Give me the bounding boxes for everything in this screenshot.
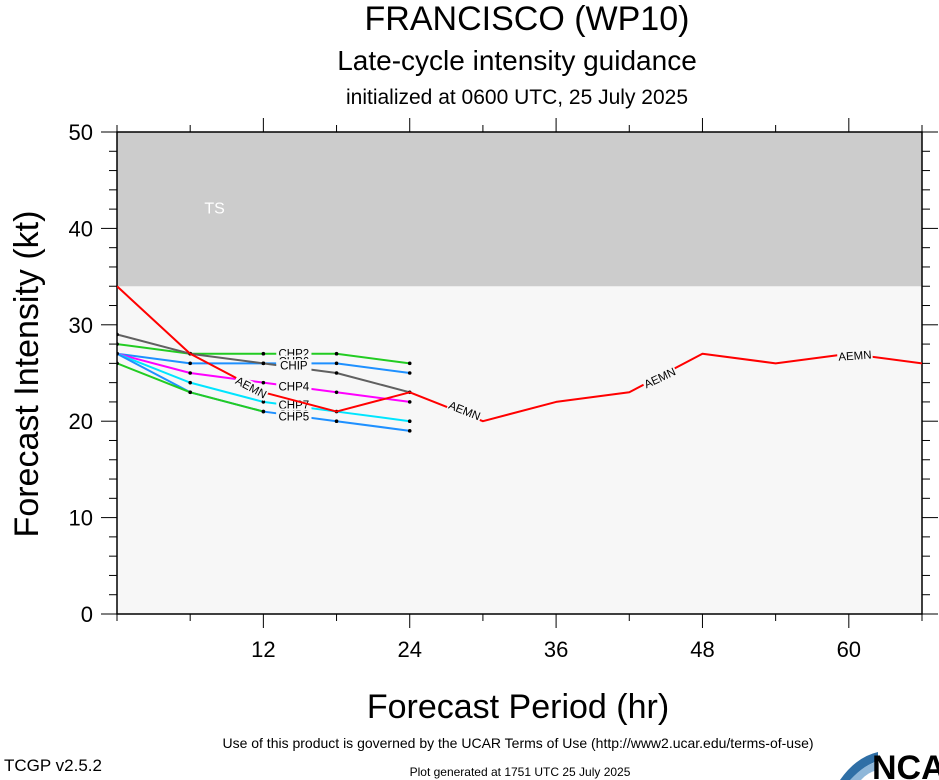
x-tick-label: 36	[544, 637, 568, 662]
data-point-chp4	[407, 400, 412, 404]
y-tick-label: 40	[69, 216, 93, 241]
ncar-logo-swoosh-icon	[850, 762, 878, 780]
data-point-chip	[334, 371, 339, 375]
series-label-bg	[276, 380, 312, 393]
data-point-chp2	[407, 361, 412, 366]
data-point-chp7	[407, 419, 412, 424]
series-label-chip: CHIP	[280, 360, 308, 372]
data-point-chp2	[261, 351, 266, 356]
series-label-bg	[232, 373, 270, 402]
y-tick-label: 50	[69, 120, 93, 145]
terms-of-use-text[interactable]: Use of this product is governed by the U…	[222, 735, 813, 751]
data-point-chp6	[407, 371, 412, 375]
series-label-chp5: CHP5	[279, 411, 310, 423]
plot-frame	[116, 131, 923, 615]
data-point-chp6	[188, 361, 192, 366]
x-tick-label: 48	[690, 637, 714, 662]
data-point-chp2	[117, 342, 119, 346]
data-point-chp4	[188, 371, 192, 375]
plot-generated-text: Plot generated at 1751 UTC 25 July 2025	[410, 765, 631, 779]
data-point-chp5	[261, 409, 266, 414]
band-label: TS	[204, 200, 224, 217]
x-tick-label: 60	[837, 637, 861, 662]
series-chip: CHIP	[117, 332, 412, 395]
data-point-chp3	[334, 419, 339, 424]
x-tick-label: 24	[397, 637, 421, 662]
chart-init-time: initialized at 0600 UTC, 25 July 2025	[346, 86, 688, 109]
series-label-bg	[446, 398, 484, 423]
data-point-chp5	[188, 390, 192, 395]
intensity-band-ts	[117, 132, 922, 287]
y-axis-label: Forecast Intensity (kt)	[8, 211, 46, 538]
series-label-bg	[836, 348, 873, 363]
series-label-bg	[276, 359, 312, 372]
chart-subtitle: Late-cycle intensity guidance	[337, 45, 697, 76]
data-point-chp7	[261, 400, 266, 404]
plot-area: TS010203040501224364860CHP2CHP6CHIPCHP4C…	[69, 118, 938, 662]
x-axis-label: Forecast Period (hr)	[367, 688, 669, 726]
data-point-chp3	[407, 429, 412, 433]
data-point-chip	[117, 332, 119, 337]
series-label-chp4: CHP4	[279, 381, 310, 393]
data-point-chip	[261, 361, 266, 366]
ncar-logo: NCAR	[840, 749, 939, 780]
data-point-chp2	[334, 351, 339, 356]
data-point-chp5	[117, 361, 119, 366]
data-point-chp3	[117, 351, 119, 356]
series-chp5: CHP5	[117, 361, 312, 423]
data-point-chp4	[334, 390, 339, 395]
chart-title: FRANCISCO (WP10)	[365, 0, 690, 38]
data-point-chp4	[261, 380, 266, 385]
data-point-chp6	[334, 361, 339, 366]
y-tick-label: 30	[69, 313, 93, 338]
x-tick-label: 12	[251, 637, 275, 662]
series-label-aemn: AEMN	[838, 350, 872, 364]
y-tick-label: 0	[81, 602, 93, 627]
series-label-bg	[276, 410, 312, 423]
version-text: TCGP v2.5.2	[4, 756, 102, 775]
ncar-logo-swoosh-icon	[840, 752, 878, 780]
series-group: CHP2CHP6CHIPCHP4CHP7CHP3CHP5AEMNAEMNAEMN…	[117, 285, 922, 433]
data-point-chp7	[188, 380, 192, 385]
y-tick-label: 10	[69, 506, 93, 531]
y-tick-label: 20	[69, 409, 93, 434]
ncar-logo-text: NCAR	[872, 749, 939, 780]
series-label-bg	[641, 364, 679, 391]
